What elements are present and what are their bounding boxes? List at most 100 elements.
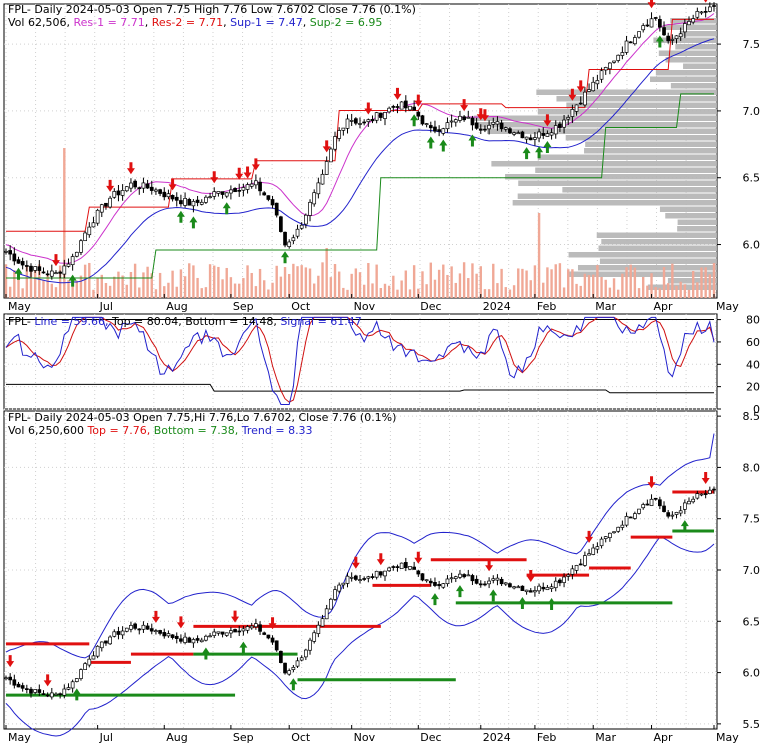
buy-arrow bbox=[14, 267, 23, 280]
trend-candle-body bbox=[666, 512, 671, 517]
buy-arrow bbox=[222, 202, 231, 215]
candle-body bbox=[628, 41, 633, 44]
volume-profile-bar bbox=[679, 31, 717, 37]
candle-body bbox=[104, 202, 108, 207]
candle-body bbox=[553, 125, 558, 135]
candle-body bbox=[62, 265, 67, 275]
trend-candle-body bbox=[58, 693, 62, 696]
volume-bar bbox=[637, 288, 641, 298]
trend-x-tick-label: Mar bbox=[595, 731, 616, 744]
trend-candle-body bbox=[116, 631, 121, 635]
trend-candle-body bbox=[583, 555, 587, 566]
trend-candle-body bbox=[624, 516, 629, 526]
volume-bar bbox=[554, 264, 557, 298]
trend-candle-body bbox=[299, 657, 304, 661]
candle-body bbox=[249, 183, 254, 187]
candle-body bbox=[566, 117, 571, 120]
volume-bar bbox=[442, 264, 445, 298]
trend-candle-body bbox=[312, 632, 317, 642]
trend-candle-body bbox=[124, 627, 129, 632]
candle-body bbox=[58, 271, 62, 274]
trend-candle-body bbox=[670, 514, 675, 517]
trend-candle-body bbox=[362, 578, 367, 580]
volume-profile-bar bbox=[584, 148, 717, 154]
trend-candle-body bbox=[37, 689, 42, 693]
volume-bar bbox=[546, 267, 549, 298]
volume-bar bbox=[200, 288, 203, 298]
trend-candle-body bbox=[16, 683, 21, 688]
trend-candle-body bbox=[558, 579, 562, 584]
candle-body bbox=[179, 200, 183, 205]
candle-body bbox=[312, 192, 317, 205]
volume-bar bbox=[517, 268, 520, 298]
volume-bar bbox=[533, 265, 537, 298]
candle-body bbox=[279, 216, 283, 232]
candle-body bbox=[141, 182, 146, 189]
osc-signal-line bbox=[5, 316, 715, 403]
candle-body bbox=[695, 11, 700, 18]
price-candles bbox=[4, 2, 716, 280]
candle-body bbox=[274, 202, 279, 216]
trend-candle-body bbox=[79, 669, 83, 679]
trend-candle-body bbox=[574, 565, 579, 571]
volume-bar bbox=[100, 274, 103, 298]
buy-arrow bbox=[468, 134, 477, 147]
candle-body bbox=[707, 6, 712, 12]
volume-profile-bar bbox=[567, 271, 717, 277]
trend-sell-arrow bbox=[526, 570, 535, 583]
trend-levels bbox=[6, 490, 714, 697]
trend-candle-body bbox=[403, 562, 408, 569]
trend-candle-body bbox=[503, 582, 508, 585]
trend-candle-body bbox=[608, 532, 612, 539]
candle-body bbox=[712, 5, 716, 7]
oscillator-lines bbox=[5, 316, 715, 405]
volume-bar bbox=[104, 283, 108, 298]
candle-body bbox=[499, 122, 504, 130]
volume-bar bbox=[658, 288, 662, 298]
volume-bar bbox=[675, 285, 678, 298]
price-x-tick-label: May bbox=[716, 300, 739, 313]
trend-candle-body bbox=[641, 504, 646, 509]
candle-body bbox=[24, 265, 29, 267]
trend-candle-body bbox=[224, 632, 229, 636]
buy-arrow bbox=[535, 146, 544, 159]
trend-candle-body bbox=[649, 498, 654, 506]
volume-bar bbox=[263, 280, 266, 298]
candle-body bbox=[387, 107, 392, 113]
trend-sell-arrow bbox=[485, 559, 494, 572]
trend-candle-body bbox=[707, 489, 712, 494]
volume-bar bbox=[629, 264, 632, 298]
candle-body bbox=[703, 11, 708, 13]
trend-candle-body bbox=[8, 676, 13, 681]
volume-bar bbox=[596, 265, 599, 298]
candle-body bbox=[503, 127, 508, 130]
oscillator-header: FPL- Line = 59.66, Top = 80.04, Bottom =… bbox=[8, 315, 362, 328]
volume-bar bbox=[504, 287, 507, 298]
candle-body bbox=[362, 121, 367, 124]
volume-bar bbox=[712, 263, 716, 298]
candle-body bbox=[216, 191, 221, 194]
buy-arrow bbox=[439, 139, 448, 152]
candle-body bbox=[70, 256, 75, 266]
price-x-tick-label: 2024 bbox=[483, 300, 511, 313]
candle-body bbox=[624, 40, 629, 53]
volume-bar bbox=[512, 285, 516, 298]
price-y-tick-label: 7.5 bbox=[743, 38, 761, 51]
trend-candle-body bbox=[678, 510, 683, 514]
volume-bar bbox=[233, 283, 237, 298]
trend-candle-body bbox=[95, 645, 100, 657]
price-x-tick-label: Nov bbox=[354, 300, 376, 313]
volume-bar bbox=[175, 286, 178, 298]
sell-arrow bbox=[235, 167, 244, 180]
trend-candle-body bbox=[453, 576, 458, 579]
volume-profile-bar bbox=[491, 161, 717, 167]
trend-candle-body bbox=[408, 566, 412, 570]
trend-candle-body bbox=[416, 570, 421, 575]
candle-body bbox=[449, 120, 454, 123]
volume-bar bbox=[163, 286, 166, 298]
volume-bar bbox=[71, 284, 74, 298]
candle-body bbox=[16, 259, 21, 264]
volume-bar bbox=[129, 271, 133, 298]
sup1-line bbox=[5, 38, 715, 284]
trend-candle-body bbox=[387, 567, 392, 572]
